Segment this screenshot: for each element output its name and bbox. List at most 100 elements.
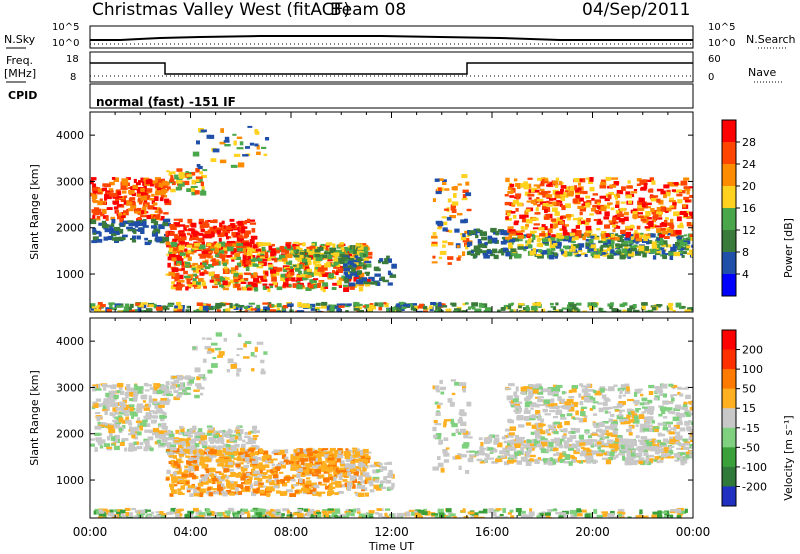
power-cell: [360, 243, 367, 246]
power-cell: [175, 272, 180, 277]
power-cell: [162, 222, 168, 227]
power-cell: [601, 234, 606, 239]
power-cell: [368, 276, 375, 280]
power-cell: [164, 198, 170, 204]
velocity-cell: [311, 482, 317, 486]
velocity-cell: [621, 446, 629, 452]
power-cell: [643, 182, 648, 186]
power-cell: [442, 305, 448, 308]
velocity-cell: [348, 509, 355, 513]
station-title: Christmas Valley West (fitACF): [92, 0, 351, 20]
velocity-cell: [212, 473, 217, 477]
power-cell: [134, 208, 140, 213]
power-cell: [365, 256, 373, 259]
power-cell: [146, 308, 150, 312]
velocity-cell: [179, 456, 183, 459]
power-cell: [546, 213, 551, 218]
power-cell: [219, 283, 225, 288]
velocity-cell: [414, 512, 419, 515]
velocity-cell: [184, 386, 191, 391]
power-cell: [550, 302, 554, 306]
power-cell: [564, 190, 569, 193]
power-cell: [220, 254, 226, 259]
velocity-cell: [503, 461, 510, 466]
velocity-cell: [206, 448, 210, 452]
velocity-cell: [300, 453, 306, 458]
velocity-cell: [265, 509, 269, 514]
velocity-cell: [124, 447, 128, 452]
power-cell: [659, 223, 667, 226]
power-cell: [173, 218, 179, 221]
power-cell: [604, 197, 610, 202]
power-cell: [530, 199, 535, 204]
power-cell: [275, 249, 280, 254]
velocity-cell: [100, 422, 107, 425]
velocity-cell: [195, 509, 202, 515]
power-cell: [584, 254, 588, 257]
power-cell: [639, 197, 645, 203]
power-cell: [265, 286, 270, 289]
power-cell: [123, 187, 128, 190]
power-cell: [122, 220, 129, 225]
power-cell: [363, 281, 367, 284]
power-cell: [248, 249, 256, 252]
power-cell: [256, 151, 261, 155]
power-cell: [117, 215, 124, 220]
velocity-cell: [495, 434, 500, 438]
power-cell: [438, 225, 442, 228]
power-cell: [596, 228, 601, 231]
power-cell: [516, 232, 523, 235]
power-cell: [253, 287, 259, 292]
velocity-cell: [187, 446, 194, 452]
power-cell: [107, 235, 114, 241]
power-cell: [219, 303, 226, 307]
velocity-cell: [437, 462, 444, 468]
power-cell: [236, 221, 241, 224]
velocity-cell: [119, 509, 126, 514]
velocity-cell: [219, 516, 223, 518]
power-cell: [109, 230, 116, 234]
velocity-cell: [192, 460, 197, 464]
power-cell: [176, 180, 183, 184]
power-cell: [199, 310, 206, 312]
power-cell: [505, 236, 510, 240]
velocity-cell: [650, 447, 656, 452]
power-cell: [443, 221, 448, 226]
velocity-cell: [114, 423, 120, 428]
power-cell: [242, 242, 248, 246]
power-cell: [322, 287, 326, 293]
power-cell: [574, 251, 579, 254]
power-cell: [186, 188, 191, 192]
velocity-cell: [233, 430, 241, 433]
velocity-cell: [152, 427, 160, 433]
power-cell: [542, 226, 548, 231]
power-cell: [582, 190, 588, 195]
power-cell: [186, 279, 191, 284]
velocity-cell: [116, 390, 121, 393]
power-cell: [682, 246, 689, 250]
velocity-cell: [139, 425, 143, 431]
velocity-cell: [123, 407, 129, 410]
velocity-cell: [166, 449, 170, 452]
velocity-cell: [436, 410, 440, 413]
power-cell: [462, 303, 466, 306]
power-cell: [605, 176, 611, 181]
power-cell: [289, 275, 293, 280]
power-cell: [117, 196, 123, 199]
power-cell: [665, 227, 672, 230]
velocity-cell: [295, 482, 300, 486]
power-cell: [200, 190, 207, 196]
power-cell: [199, 239, 204, 243]
velocity-cell: [686, 451, 690, 455]
power-cell: [184, 265, 190, 268]
velocity-cell: [211, 516, 217, 518]
power-cell: [599, 184, 607, 189]
velocity-cell: [204, 456, 210, 460]
power-cell: [656, 228, 662, 233]
power-cell: [617, 249, 622, 253]
velocity-cell: [220, 453, 224, 457]
power-cell: [167, 302, 175, 305]
velocity-cell: [98, 424, 105, 428]
power-cell: [683, 213, 688, 217]
power-cell: [191, 265, 198, 268]
